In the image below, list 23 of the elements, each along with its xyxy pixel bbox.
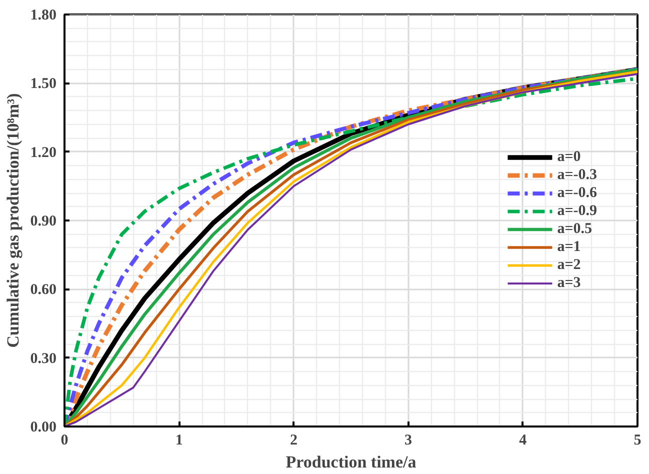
legend-label: a=1 <box>557 238 581 256</box>
y-axis-title: Cumulative gas production/(10⁸m³) <box>3 93 22 348</box>
y-tick-label: 0.30 <box>30 350 56 367</box>
legend-label: a=-0.9 <box>557 202 597 220</box>
y-tick-label: 1.80 <box>30 8 56 24</box>
x-tick-label: 1 <box>175 432 183 448</box>
y-tick-label: 1.50 <box>30 76 56 92</box>
x-tick-label: 0 <box>60 432 68 448</box>
x-tick-label: 3 <box>404 432 412 448</box>
legend-label: a=2 <box>557 256 581 274</box>
y-tick-label: 0.60 <box>30 282 56 298</box>
x-tick-label: 2 <box>290 432 298 448</box>
legend-label: a=3 <box>557 274 581 292</box>
y-tick-label: 1.20 <box>30 144 56 161</box>
x-axis-title: Production time/a <box>286 452 417 472</box>
legend-label: a=-0.3 <box>557 166 597 184</box>
legend-label: a=-0.6 <box>557 184 597 202</box>
x-tick-label: 4 <box>519 432 528 448</box>
x-tick-label: 5 <box>634 432 642 448</box>
legend-label: a=0.5 <box>557 220 592 238</box>
y-tick-label: 0.00 <box>30 420 56 436</box>
legend-label: a=0 <box>557 148 581 166</box>
y-tick-label: 0.90 <box>30 214 56 230</box>
